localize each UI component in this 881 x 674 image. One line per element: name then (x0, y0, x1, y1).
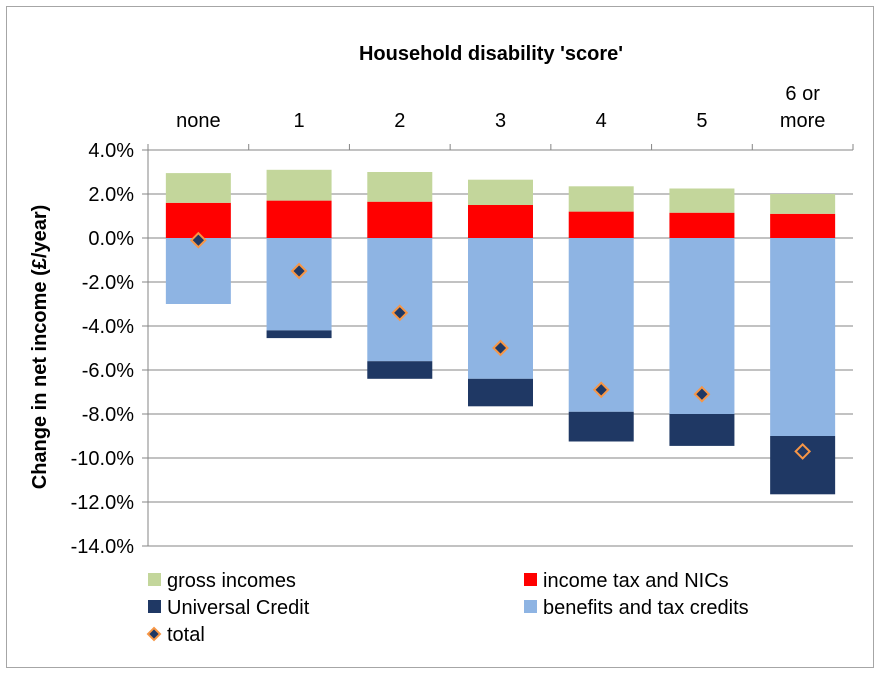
total-marker (391, 304, 409, 322)
total-marker (592, 381, 610, 399)
y-axis-label: Change in net income (£/year) (29, 205, 51, 490)
legend-swatch-income-tax-and-nics (524, 573, 537, 586)
y-tick-label: -2.0% (82, 272, 134, 294)
legend: gross incomes income tax and NICs Universa… (146, 570, 749, 646)
total-markers (189, 231, 812, 460)
legend-swatch-universal-credit (148, 600, 161, 613)
total-marker (290, 262, 308, 280)
bar-gross-incomes (367, 172, 433, 202)
bar-income-tax-and-nics (770, 213, 836, 238)
x-category-label: 3 (495, 110, 506, 132)
x-category-label: 6 or (785, 83, 820, 105)
x-category-label: none (176, 110, 221, 132)
chart-title: Household disability 'score' (359, 43, 623, 65)
bar-benefits-and-tax-credits (468, 238, 533, 379)
bars (165, 169, 836, 495)
x-category-label: 1 (294, 110, 305, 132)
bar-benefits-and-tax-credits (367, 238, 433, 362)
y-tick-label: -14.0% (71, 536, 135, 558)
legend-swatch-gross-incomes (148, 573, 161, 586)
total-marker (794, 442, 812, 460)
bar-gross-incomes (468, 179, 533, 205)
legend-label: gross incomes (167, 570, 296, 592)
bar-benefits-and-tax-credits (770, 238, 836, 436)
bar-gross-incomes (568, 186, 634, 212)
bar-benefits-and-tax-credits (165, 238, 231, 304)
bar-gross-incomes (770, 194, 836, 214)
y-tick-label: -4.0% (82, 316, 134, 338)
y-tick-label: -12.0% (71, 492, 135, 514)
bar-gross-incomes (165, 173, 231, 203)
bar-benefits-and-tax-credits (669, 238, 735, 414)
y-tick-label: -8.0% (82, 404, 134, 426)
bar-gross-incomes (669, 188, 735, 213)
bar-income-tax-and-nics (568, 211, 634, 238)
legend-label: total (167, 624, 205, 646)
legend-swatch-benefits-and-tax-credits (524, 600, 537, 613)
x-category-label: 5 (696, 110, 707, 132)
bar-gross-incomes (266, 169, 332, 201)
legend-label: Universal Credit (167, 597, 310, 619)
y-tick-label: 2.0% (88, 184, 134, 206)
bar-income-tax-and-nics (367, 201, 433, 238)
bar-income-tax-and-nics (669, 212, 735, 238)
total-marker (189, 231, 207, 249)
y-tick-label: -10.0% (71, 448, 135, 470)
bar-universal-credit (568, 411, 634, 442)
total-marker (693, 385, 711, 403)
y-tick-label: 4.0% (88, 140, 134, 162)
x-category-label: 2 (394, 110, 405, 132)
bar-universal-credit (266, 330, 332, 339)
bar-universal-credit (669, 414, 735, 446)
bar-universal-credit (367, 361, 433, 379)
legend-label: benefits and tax credits (543, 597, 749, 619)
bar-income-tax-and-nics (266, 200, 332, 238)
x-axis: none 1 2 3 4 5 6 or more (147, 83, 854, 151)
bar-benefits-and-tax-credits (266, 238, 332, 331)
bar-universal-credit (468, 378, 533, 407)
total-marker (492, 339, 509, 357)
y-axis-ticks: 4.0% 2.0% 0.0% -2.0% -4.0% -6.0% -8.0% -10.0% -1… (71, 140, 149, 558)
x-category-label: more (780, 110, 826, 132)
bar-income-tax-and-nics (468, 205, 533, 238)
y-tick-label: 0.0% (88, 228, 134, 250)
legend-swatch-total (146, 626, 162, 642)
legend-label: income tax and NICs (543, 570, 729, 592)
x-category-label: 4 (596, 110, 607, 132)
y-tick-label: -6.0% (82, 360, 134, 382)
